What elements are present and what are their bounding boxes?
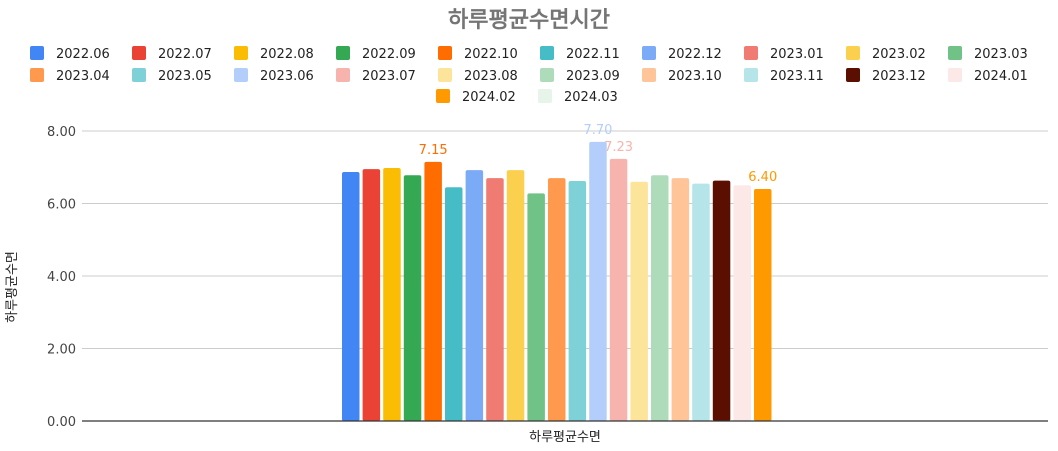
bars	[342, 141, 772, 421]
legend-item-label: 2023.10	[668, 69, 722, 84]
bar-value-label: 6.40	[748, 170, 777, 185]
legend-item-label: 2023.07	[362, 69, 416, 84]
legend-swatch	[642, 46, 656, 60]
bar	[527, 193, 545, 421]
legend-swatch	[132, 68, 146, 82]
legend-item-label: 2023.11	[770, 69, 824, 84]
bar	[754, 189, 772, 421]
bar	[424, 161, 442, 421]
bar	[465, 170, 484, 421]
legend-item-label: 2022.07	[158, 47, 212, 62]
legend-swatch	[336, 46, 350, 60]
legend-item-label: 2024.01	[974, 69, 1028, 84]
data-labels: 7.15 7.70 7.23 6.40	[419, 123, 778, 185]
legend-swatch	[438, 68, 452, 82]
legend-item-label: 2023.09	[566, 69, 620, 84]
y-tick-label: 2.00	[47, 343, 76, 358]
legend-item-label: 2023.03	[974, 47, 1028, 62]
legend: 2022.06 2022.07 2022.08 2022.09 2022.10 2022.…	[30, 46, 1028, 105]
bar	[651, 175, 669, 421]
bar	[609, 158, 628, 421]
legend-swatch	[540, 46, 554, 60]
x-axis-label: 하루평균수면	[529, 430, 601, 445]
legend-swatch	[436, 89, 450, 103]
legend-item-label: 2022.12	[668, 47, 722, 62]
y-tick-label: 6.00	[47, 198, 76, 213]
legend-item-label: 2023.12	[872, 69, 926, 84]
bar	[342, 171, 360, 421]
bar	[712, 180, 731, 421]
legend-swatch	[744, 46, 758, 60]
bar	[630, 181, 648, 421]
legend-item-label: 2023.02	[872, 47, 926, 62]
y-tick-label: 8.00	[47, 125, 76, 140]
legend-item-label: 2023.05	[158, 69, 212, 84]
y-tick-label: 0.00	[47, 415, 76, 430]
legend-item-label: 2023.04	[56, 69, 110, 84]
bar	[362, 169, 381, 421]
y-tick-label: 4.00	[47, 270, 76, 285]
bar	[671, 178, 690, 421]
legend-item-label: 2022.09	[362, 47, 416, 62]
legend-item-label: 2022.10	[464, 47, 518, 62]
legend-swatch	[538, 89, 552, 103]
legend-swatch	[540, 68, 554, 82]
chart-title: 하루평균수면시간	[448, 8, 610, 33]
bar	[403, 175, 422, 421]
legend-swatch	[132, 46, 146, 60]
legend-item-label: 2023.08	[464, 69, 518, 84]
legend-swatch	[846, 68, 860, 82]
legend-swatch	[30, 68, 44, 82]
legend-swatch	[234, 46, 248, 60]
legend-swatch	[846, 46, 860, 60]
legend-swatch	[234, 68, 248, 82]
legend-swatch	[336, 68, 350, 82]
legend-swatch	[438, 46, 452, 60]
legend-item-label: 2024.02	[462, 90, 516, 105]
legend-item-label: 2022.11	[566, 47, 620, 62]
legend-item-label: 2022.08	[260, 47, 314, 62]
bar	[506, 170, 525, 421]
bar	[589, 141, 607, 421]
y-axis-label: 하루평균수면	[5, 251, 20, 323]
bar	[445, 187, 463, 421]
bar	[692, 183, 710, 421]
bar	[548, 178, 566, 421]
legend-item-label: 2022.06	[56, 47, 110, 62]
bar-value-label: 7.70	[583, 123, 612, 138]
bar-value-label: 7.23	[604, 140, 633, 155]
legend-item-label: 2023.01	[770, 47, 824, 62]
legend-swatch	[948, 68, 962, 82]
bar	[383, 167, 401, 421]
bar	[733, 185, 751, 421]
bar-value-label: 7.15	[419, 143, 448, 158]
legend-swatch	[948, 46, 962, 60]
legend-swatch	[744, 68, 758, 82]
y-axis-ticks: 0.00 2.00 4.00 6.00 8.00	[47, 125, 76, 430]
legend-item-label: 2024.03	[564, 90, 618, 105]
legend-swatch	[642, 68, 656, 82]
bar	[486, 178, 504, 421]
bar	[568, 181, 587, 421]
legend-swatch	[30, 46, 44, 60]
legend-item-label: 2023.06	[260, 69, 314, 84]
